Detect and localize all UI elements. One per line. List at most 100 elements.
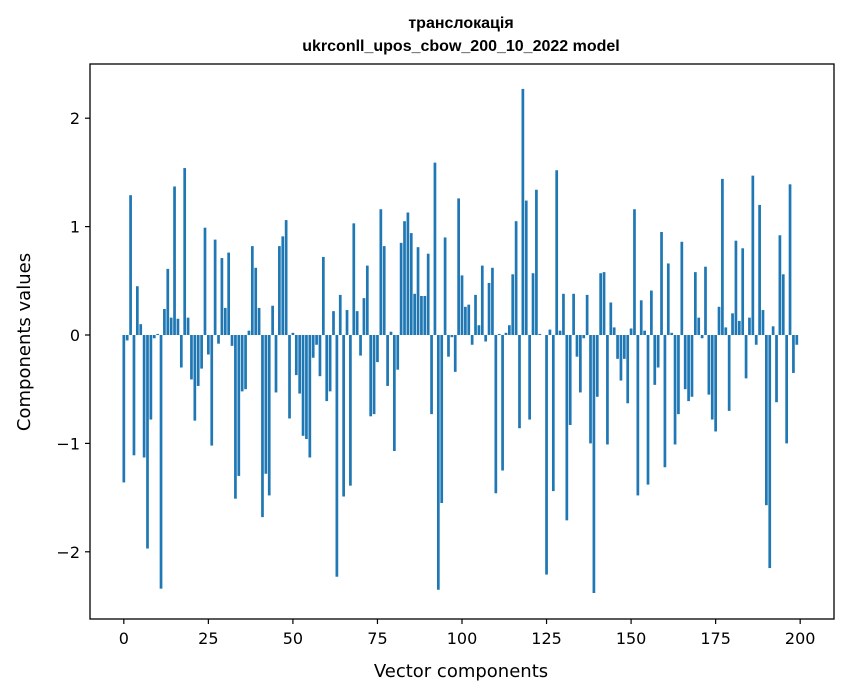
- bar-109: [491, 267, 494, 335]
- chart-subtitle: ukrconll_upos_cbow_200_10_2022 model: [302, 38, 619, 55]
- bar-191: [768, 335, 772, 569]
- bar-42: [264, 335, 268, 474]
- bar-89: [423, 295, 427, 335]
- bar-186: [751, 175, 755, 335]
- bar-29: [220, 258, 224, 335]
- bar-142: [602, 272, 606, 335]
- bar-19: [186, 317, 190, 335]
- bar-64: [338, 294, 342, 335]
- x-tick-label: 125: [531, 629, 562, 648]
- bar-74: [372, 335, 376, 415]
- bar-23: [200, 335, 203, 369]
- bar-33: [234, 335, 237, 499]
- bar-138: [589, 335, 592, 444]
- bar-97: [450, 335, 454, 338]
- bar-135: [579, 335, 582, 393]
- bar-35: [240, 335, 244, 392]
- bar-13: [166, 268, 170, 335]
- bar-72: [365, 265, 369, 335]
- bar-154: [643, 330, 646, 335]
- bar-111: [497, 333, 501, 335]
- bar-180: [731, 313, 734, 335]
- y-tick-label: −1: [56, 434, 80, 453]
- bar-163: [673, 335, 677, 445]
- bar-34: [237, 335, 241, 476]
- bar-184: [744, 335, 748, 379]
- bar-1: [125, 335, 129, 341]
- bar-106: [480, 265, 484, 335]
- bar-117: [518, 335, 521, 429]
- bar-193: [775, 335, 778, 403]
- bar-183: [741, 248, 745, 335]
- bar-156: [650, 290, 653, 335]
- bar-70: [359, 335, 362, 356]
- bar-176: [717, 306, 721, 335]
- bar-151: [633, 209, 636, 335]
- bar-41: [261, 335, 264, 518]
- bar-45: [274, 335, 278, 393]
- bar-100: [460, 275, 464, 335]
- bar-57: [315, 335, 318, 345]
- bar-105: [477, 325, 481, 335]
- bar-3: [132, 335, 136, 456]
- y-axis-ticks: −2 −1 0 1 2: [56, 109, 90, 562]
- bar-112: [501, 335, 504, 471]
- bar-148: [622, 335, 626, 359]
- bar-128: [555, 170, 559, 335]
- bar-130: [562, 293, 565, 335]
- bar-120: [528, 335, 531, 420]
- bar-165: [680, 241, 684, 335]
- bar-139: [592, 335, 596, 593]
- bar-192: [771, 326, 775, 335]
- y-tick-label: 2: [70, 109, 80, 128]
- bar-158: [656, 335, 660, 368]
- bar-71: [362, 298, 366, 335]
- bar-26: [210, 335, 214, 446]
- bar-24: [203, 227, 207, 335]
- bar-131: [565, 335, 569, 521]
- bar-199: [795, 335, 799, 345]
- bar-196: [785, 335, 789, 444]
- x-tick-label: 200: [785, 629, 816, 648]
- bar-161: [666, 263, 670, 335]
- bar-68: [352, 223, 356, 335]
- x-tick-label: 75: [367, 629, 387, 648]
- bar-170: [697, 317, 701, 335]
- bar-145: [612, 327, 616, 335]
- bar-30: [223, 307, 227, 335]
- bar-76: [379, 209, 383, 335]
- bar-17: [179, 335, 183, 368]
- bar-153: [639, 300, 643, 335]
- bar-114: [507, 325, 511, 335]
- bar-144: [609, 302, 613, 335]
- bar-197: [788, 184, 792, 335]
- bar-169: [693, 272, 697, 335]
- bar-115: [511, 274, 515, 335]
- bar-141: [599, 273, 603, 335]
- bar-174: [710, 335, 714, 420]
- bar-113: [504, 332, 508, 335]
- bar-22: [196, 335, 200, 386]
- bar-103: [470, 335, 474, 345]
- y-tick-label: 0: [70, 326, 80, 345]
- bar-5: [139, 324, 143, 335]
- bar-121: [531, 273, 535, 335]
- bar-149: [626, 335, 630, 404]
- y-tick-label: 1: [70, 218, 80, 237]
- bar-38: [250, 246, 254, 335]
- bar-4: [135, 286, 139, 335]
- bar-177: [721, 178, 724, 335]
- bar-122: [535, 189, 538, 335]
- bar-123: [538, 333, 542, 335]
- bar-75: [376, 335, 379, 363]
- bar-137: [585, 294, 589, 335]
- bar-67: [349, 335, 352, 486]
- bar-98: [453, 335, 457, 372]
- bar-15: [173, 186, 176, 335]
- bar-51: [294, 335, 298, 376]
- bar-2: [129, 195, 132, 335]
- bar-94: [440, 335, 444, 504]
- bar-84: [406, 212, 410, 335]
- bar-102: [467, 304, 471, 335]
